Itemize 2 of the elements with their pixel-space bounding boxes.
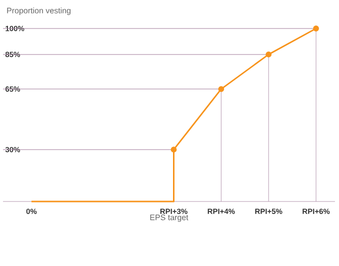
y-axis-title: Proportion vesting [7, 8, 70, 15]
x-axis-title: EPS target [150, 214, 188, 222]
